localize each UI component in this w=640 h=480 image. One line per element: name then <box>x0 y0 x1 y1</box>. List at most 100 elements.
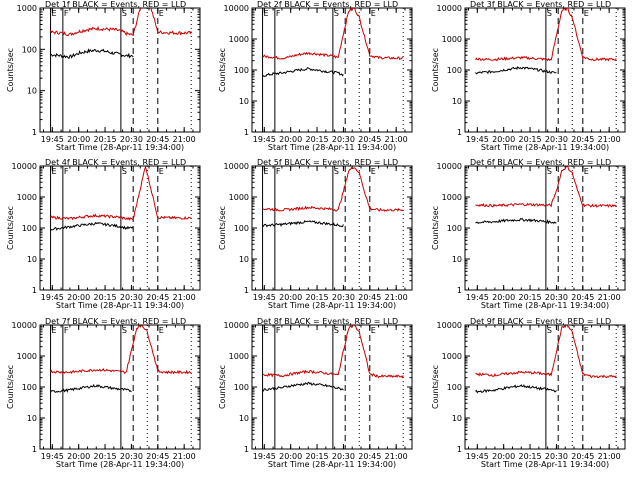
y-axis-label: Counts/sec <box>431 206 440 250</box>
x-axis-label: Start Time (28-Apr-11 19:34:00) <box>268 301 396 310</box>
x-axis-label: Start Time (28-Apr-11 19:34:00) <box>56 460 184 469</box>
x-tick-label: 20:45 <box>146 135 169 144</box>
x-axis-label: Start Time (28-Apr-11 19:34:00) <box>268 460 396 469</box>
y-tick-label: 1000 <box>442 193 462 202</box>
chart-title: Det 4f BLACK = Events, RED = LLD <box>45 158 186 167</box>
chart-panel-6: Det 6f BLACK = Events, RED = LLD 1 10 100 10… <box>431 158 626 310</box>
y-tick-label: 1 <box>244 445 249 454</box>
event-marker-label: E <box>52 9 57 18</box>
y-tick-label: 10 <box>239 255 249 264</box>
events-series-line <box>50 48 134 60</box>
events-series-line <box>475 384 557 394</box>
x-tick-label: 19:45 <box>466 452 489 461</box>
y-tick-label: 10000 <box>437 321 462 330</box>
y-tick-label: 100 <box>447 383 462 392</box>
chart-panel-2: Det 2f BLACK = Events, RED = LLD 1 10 100 10… <box>218 0 413 152</box>
y-tick-label: 1000 <box>17 193 37 202</box>
y-tick-label: 1000 <box>229 193 249 202</box>
x-tick-label: 19:45 <box>466 293 489 302</box>
y-tick-label: 1 <box>457 445 462 454</box>
y-tick-label: 100 <box>447 224 462 233</box>
x-axis-label: Start Time (28-Apr-11 19:34:00) <box>481 301 609 310</box>
y-tick-label: 100 <box>22 224 37 233</box>
x-tick-label: 20:00 <box>279 135 302 144</box>
x-axis-label: Start Time (28-Apr-11 19:34:00) <box>481 460 609 469</box>
y-tick-label: 10 <box>27 414 37 423</box>
x-tick-label: 20:30 <box>545 452 568 461</box>
event-marker-label: F <box>64 9 69 18</box>
y-tick-label: 10 <box>239 97 249 106</box>
event-marker-label: S <box>122 9 127 18</box>
y-tick-label: 100 <box>22 383 37 392</box>
x-tick-label: 20:15 <box>519 293 542 302</box>
y-tick-label: 1000 <box>229 35 249 44</box>
y-tick-label: 100 <box>234 224 249 233</box>
x-tick-label: 20:45 <box>571 452 594 461</box>
y-axis-label: Counts/sec <box>218 365 227 409</box>
x-tick-label: 21:00 <box>173 293 196 302</box>
x-tick-label: 20:00 <box>67 135 90 144</box>
y-tick-label: 10 <box>27 87 37 96</box>
y-tick-label: 10000 <box>437 162 462 171</box>
event-marker-label: S <box>334 326 339 335</box>
x-tick-label: 19:45 <box>253 293 276 302</box>
event-marker-label: E <box>584 9 589 18</box>
x-tick-label: 20:30 <box>120 452 143 461</box>
x-tick-label: 21:00 <box>385 135 408 144</box>
y-tick-label: 10000 <box>224 321 249 330</box>
y-tick-label: 10 <box>27 255 37 264</box>
event-marker-label: E <box>371 167 376 176</box>
lld-series-line <box>262 167 404 212</box>
y-axis-label: Counts/sec <box>6 206 15 250</box>
y-axis-label: Counts/sec <box>218 206 227 250</box>
lld-series-line <box>262 8 404 61</box>
x-tick-label: 20:45 <box>571 293 594 302</box>
events-series-line <box>262 219 344 228</box>
y-tick-label: 100 <box>447 66 462 75</box>
y-axis-label: Counts/sec <box>6 48 15 92</box>
y-tick-label: 100 <box>234 66 249 75</box>
x-tick-label: 21:00 <box>598 452 621 461</box>
x-tick-label: 20:30 <box>120 293 143 302</box>
chart-title: Det 1f BLACK = Events, RED = LLD <box>45 0 186 9</box>
chart-panel-5: Det 5f BLACK = Events, RED = LLD 1 10 100 10… <box>218 158 413 310</box>
y-axis-label: Counts/sec <box>6 365 15 409</box>
x-tick-label: 20:00 <box>492 135 515 144</box>
chart-panel-8: Det 8f BLACK = Events, RED = LLD 1 10 100 10… <box>218 317 413 469</box>
event-marker-label: E <box>264 167 269 176</box>
y-tick-label: 1 <box>32 286 37 295</box>
x-axis-label: Start Time (28-Apr-11 19:34:00) <box>481 143 609 152</box>
x-tick-label: 20:00 <box>279 452 302 461</box>
event-marker-label: E <box>159 9 164 18</box>
x-tick-label: 19:45 <box>253 452 276 461</box>
event-marker-label: S <box>122 326 127 335</box>
y-tick-label: 10000 <box>224 162 249 171</box>
event-marker-label: E <box>52 167 57 176</box>
events-series-line <box>475 66 557 75</box>
event-marker-label: E <box>584 167 589 176</box>
event-marker-label: E <box>52 326 57 335</box>
event-marker-label: S <box>334 167 339 176</box>
y-tick-label: 10 <box>452 97 462 106</box>
events-series-line <box>262 67 344 78</box>
x-tick-label: 20:15 <box>306 135 329 144</box>
lld-series-line <box>262 325 404 379</box>
x-tick-label: 20:15 <box>306 452 329 461</box>
plot-frame <box>39 7 201 133</box>
y-tick-label: 100 <box>22 45 37 54</box>
y-tick-label: 1 <box>244 128 249 137</box>
x-tick-label: 19:45 <box>41 452 64 461</box>
x-tick-label: 20:45 <box>358 452 381 461</box>
x-tick-label: 20:00 <box>492 293 515 302</box>
event-marker-label: S <box>547 326 552 335</box>
x-tick-label: 20:45 <box>146 452 169 461</box>
x-tick-label: 20:45 <box>358 135 381 144</box>
event-marker-label: F <box>276 326 281 335</box>
x-tick-label: 20:45 <box>358 293 381 302</box>
x-tick-label: 21:00 <box>173 452 196 461</box>
y-tick-label: 1 <box>244 286 249 295</box>
x-axis-label: Start Time (28-Apr-11 19:34:00) <box>268 143 396 152</box>
x-tick-label: 20:15 <box>519 452 542 461</box>
x-tick-label: 21:00 <box>385 293 408 302</box>
